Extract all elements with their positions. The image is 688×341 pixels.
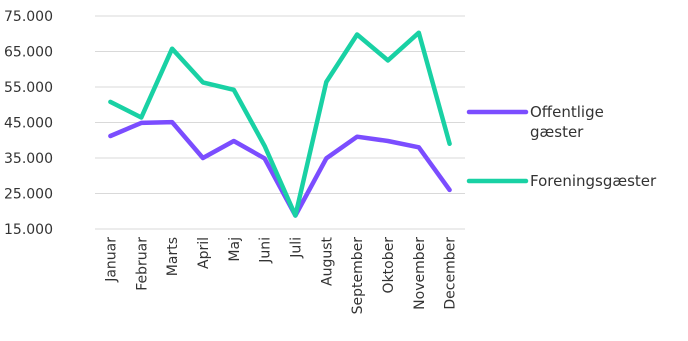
legend-item: Foreningsgæster [466,172,657,190]
y-tick-label: 75.000 [4,9,53,25]
series-lines [108,30,452,218]
x-tick-label: Juni [258,237,274,264]
series-2 [108,30,452,218]
x-tick-label: Marts [165,237,181,276]
legend: Offentlige gæster Foreningsgæster [466,103,657,190]
legend-item: Offentlige gæster [466,103,604,141]
y-axis-ticks: 15.000 25.000 35.000 45.000 55.000 65.000 75.0… [4,9,53,238]
y-tick-label: 35.000 [4,151,53,167]
y-tick-label: 45.000 [4,116,53,132]
y-tick-label: 55.000 [4,80,53,96]
x-tick-label: Januar [103,237,119,283]
x-tick-label: Februar [134,237,150,291]
x-tick-label: September [350,237,366,315]
legend-label: gæster [530,123,584,141]
x-tick-label: April [196,237,212,269]
x-tick-label: Maj [227,237,243,262]
series-line [108,30,452,218]
y-tick-label: 15.000 [4,222,53,238]
series-1 [108,119,452,218]
x-tick-label: August [319,236,335,286]
x-tick-label: Juli [288,237,304,259]
series-line [108,119,452,218]
x-tick-label: December [443,237,459,310]
x-tick-label: Oktober [381,237,397,294]
legend-label: Offentlige [530,103,604,121]
y-tick-label: 65.000 [4,45,53,61]
x-tick-label: November [412,237,428,310]
x-axis-ticks: Januar Februar Marts April Maj Juni Juli August… [103,236,458,314]
legend-label: Foreningsgæster [530,172,657,190]
y-tick-label: 25.000 [4,187,53,203]
